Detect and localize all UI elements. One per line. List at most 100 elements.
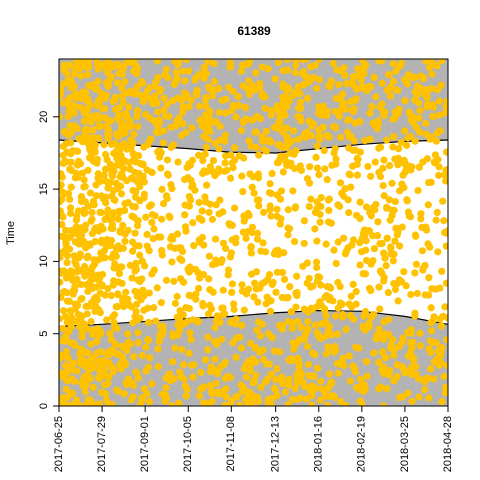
scatter-point (373, 331, 381, 339)
scatter-point (308, 401, 316, 406)
scatter-point (209, 156, 218, 165)
scatter-point (407, 133, 415, 141)
scatter-point (81, 225, 89, 234)
scatter-point (322, 291, 331, 300)
scatter-point (142, 213, 150, 221)
scatter-point (399, 364, 407, 372)
scatter-point (199, 169, 207, 178)
scatter-point (390, 114, 399, 122)
scatter-point (200, 63, 208, 72)
scatter-point (230, 300, 238, 308)
scatter-point (288, 324, 296, 332)
scatter-point (181, 201, 189, 209)
scatter-point (226, 174, 235, 182)
scatter-point (268, 169, 276, 178)
scatter-point (312, 258, 321, 266)
scatter-point (398, 180, 406, 188)
scatter-point (187, 96, 195, 104)
scatter-point (69, 366, 77, 374)
scatter-point (158, 185, 166, 193)
scatter-point (130, 353, 138, 361)
scatter-point (424, 291, 433, 299)
scatter-point (304, 78, 313, 86)
scatter-point (333, 330, 342, 338)
scatter-point (208, 92, 217, 100)
scatter-point (221, 167, 229, 175)
scatter-point (303, 259, 311, 267)
scatter-point (120, 390, 128, 398)
scatter-point (397, 138, 405, 147)
scatter-point (172, 77, 180, 85)
scatter-point (313, 164, 322, 172)
scatter-point (113, 79, 122, 87)
scatter-point (70, 70, 79, 78)
scatter-point (131, 229, 139, 237)
scatter-point (62, 226, 70, 235)
scatter-point (149, 100, 157, 108)
scatter-point (250, 293, 258, 301)
scatter-point (429, 101, 437, 109)
scatter-point (232, 334, 241, 342)
scatter-point (277, 152, 285, 160)
scatter-point (174, 158, 182, 166)
scatter-point (118, 70, 126, 79)
scatter-point (279, 93, 287, 101)
scatter-point (111, 93, 119, 102)
scatter-point (212, 201, 220, 209)
scatter-point (385, 196, 393, 204)
scatter-point (444, 165, 448, 174)
scatter-point (403, 196, 411, 204)
scatter-point (414, 90, 422, 99)
scatter-point (59, 253, 64, 262)
scatter-point (252, 143, 261, 152)
scatter-point (162, 276, 171, 284)
scatter-point (96, 122, 104, 131)
scatter-point (179, 311, 187, 319)
scatter-point (98, 368, 106, 376)
scatter-point (297, 323, 305, 331)
scatter-point (98, 388, 106, 397)
scatter-point (362, 246, 370, 254)
scatter-point (172, 68, 180, 76)
y-tick-label: 15 (38, 183, 50, 195)
scatter-point (202, 102, 210, 110)
scatter-point (81, 59, 89, 65)
scatter-point (93, 224, 101, 232)
scatter-point (59, 183, 64, 191)
scatter-point (152, 317, 160, 325)
scatter-point (167, 123, 175, 131)
scatter-point (392, 67, 400, 75)
scatter-point (89, 383, 98, 391)
scatter-point (63, 252, 72, 260)
scatter-point (63, 148, 71, 156)
scatter-point (84, 395, 93, 404)
scatter-point (65, 327, 73, 336)
scatter-point (300, 335, 308, 344)
scatter-point (291, 203, 300, 211)
scatter-point (284, 231, 292, 239)
scatter-point (320, 146, 328, 155)
scatter-point (78, 231, 86, 239)
scatter-point (367, 83, 375, 91)
scatter-point (78, 267, 87, 275)
scatter-point (109, 313, 117, 321)
scatter-point (312, 153, 320, 161)
scatter-point (208, 215, 217, 224)
scatter-point (439, 197, 447, 205)
scatter-point (338, 189, 346, 197)
scatter-point (432, 216, 440, 224)
scatter-point (204, 135, 213, 144)
scatter-point (110, 250, 118, 258)
scatter-point (374, 218, 382, 226)
scatter-point (329, 59, 338, 68)
scatter-point (232, 353, 240, 361)
scatter-point (115, 209, 123, 217)
scatter-point (228, 288, 236, 297)
scatter-point (256, 332, 264, 340)
scatter-point (388, 206, 396, 214)
scatter-point (195, 151, 203, 159)
scatter-point (261, 104, 269, 112)
scatter-point (360, 381, 368, 389)
scatter-point (283, 59, 292, 64)
scatter-point (151, 92, 159, 100)
